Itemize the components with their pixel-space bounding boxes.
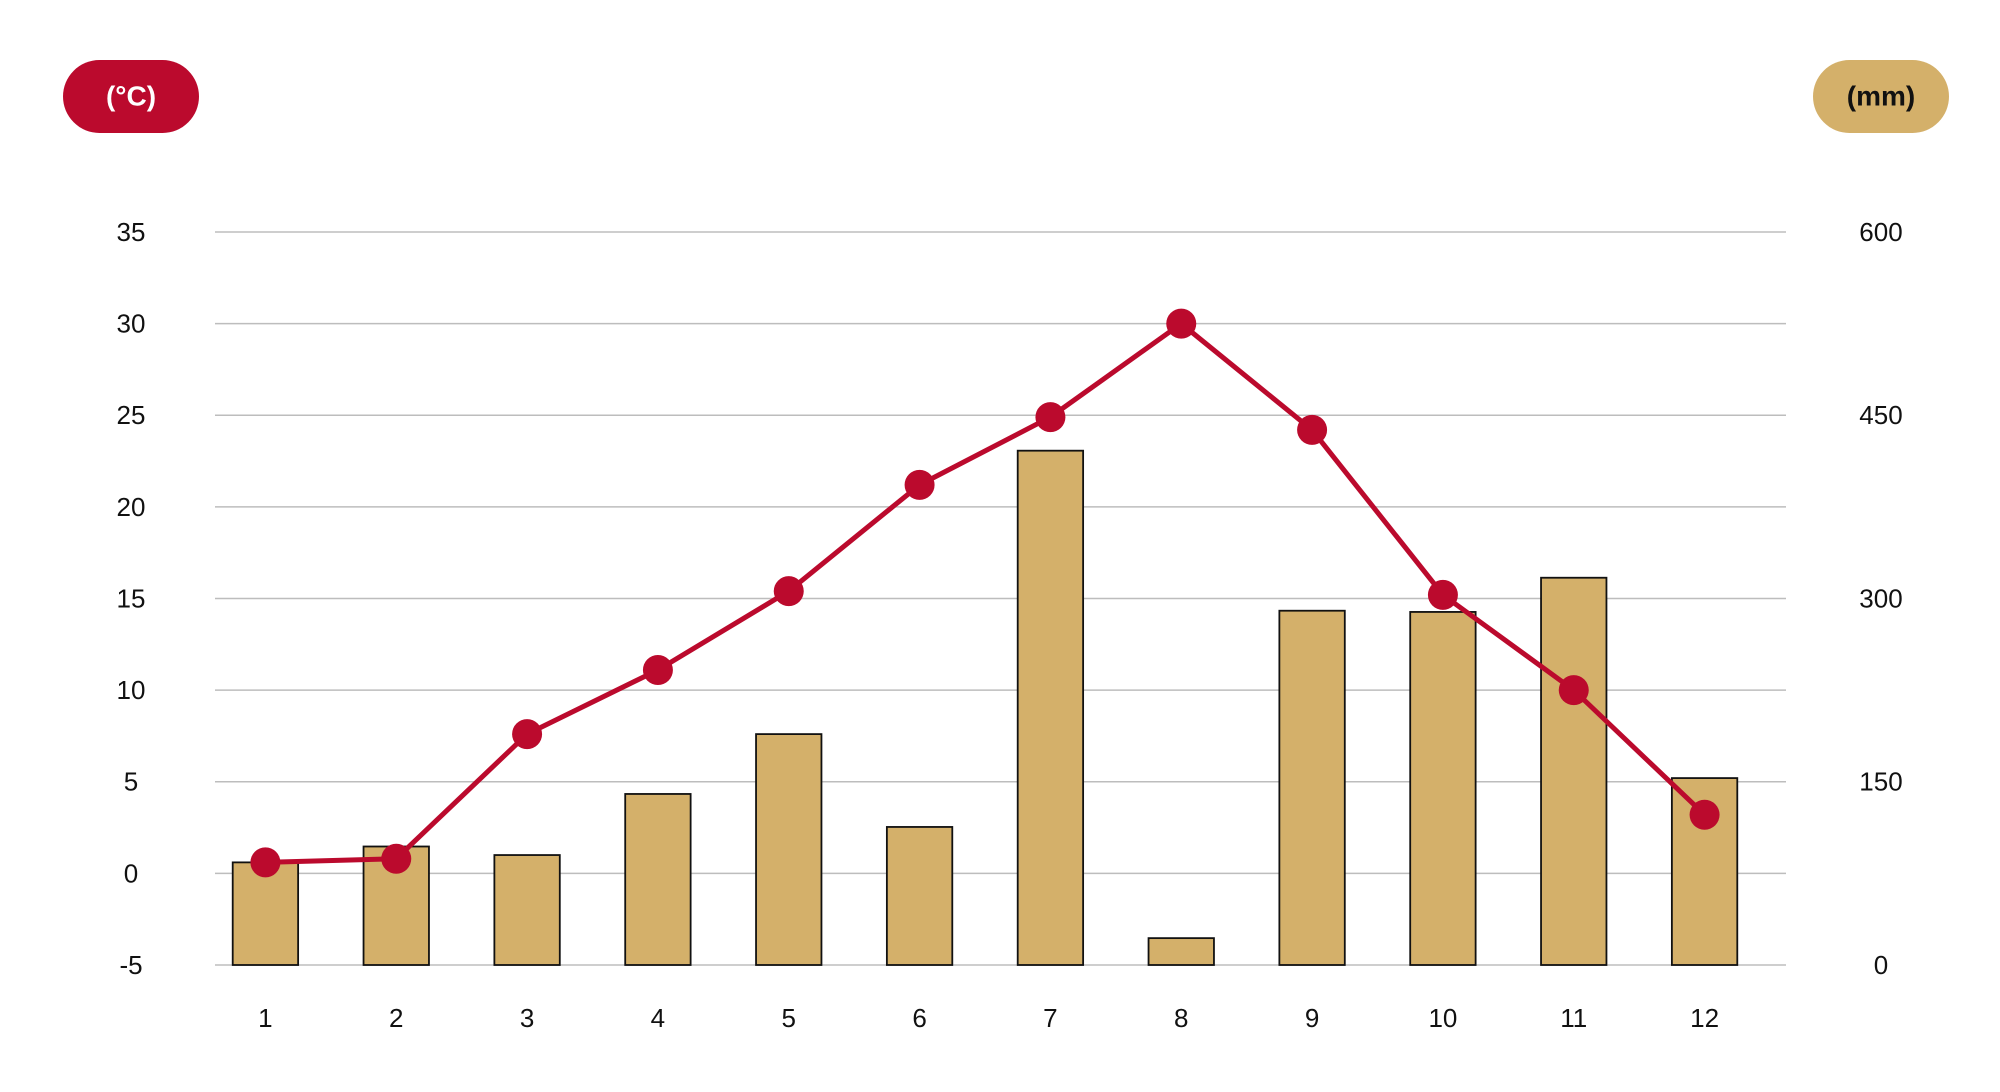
x-tick-label: 6	[912, 1003, 926, 1033]
bar	[1540, 576, 1608, 966]
y-tick-label: 25	[117, 400, 146, 430]
x-tick-label: 1	[258, 1003, 272, 1033]
x-tick-label: 5	[782, 1003, 796, 1033]
y2-unit-badge	[1813, 60, 1949, 133]
bar	[1147, 937, 1215, 966]
line-marker	[642, 654, 673, 685]
x-tick-label: 11	[1560, 1003, 1587, 1033]
line-marker	[1689, 799, 1720, 830]
y-tick-label: 35	[117, 217, 146, 247]
y2-tick-label: 600	[1859, 217, 1902, 247]
y-tick-label: 15	[117, 583, 146, 613]
y-tick-label: 20	[117, 492, 146, 522]
line-marker	[512, 719, 543, 750]
line-marker	[381, 843, 412, 874]
bar	[624, 793, 692, 966]
bar	[1016, 449, 1085, 966]
x-tick-label: 7	[1043, 1003, 1057, 1033]
bar	[755, 733, 823, 966]
x-tick-label: 3	[520, 1003, 534, 1033]
y2-axis-label: (mm)	[1847, 80, 1915, 111]
x-tick-label: 9	[1305, 1003, 1319, 1033]
x-tick-label: 10	[1428, 1003, 1457, 1033]
y2-tick-label: 450	[1859, 400, 1902, 430]
line-marker	[1035, 402, 1066, 433]
bar	[1278, 609, 1346, 966]
y-tick-label: -5	[119, 950, 142, 980]
y2-tick-label: 150	[1859, 767, 1902, 797]
line-marker	[1558, 675, 1589, 706]
bar	[885, 826, 954, 966]
x-tick-label: 2	[389, 1003, 403, 1033]
x-tick-label: 4	[651, 1003, 665, 1033]
y-tick-label: 5	[124, 767, 138, 797]
line	[265, 321, 1707, 865]
y-unit-badge	[63, 60, 199, 133]
x-tick-label: 12	[1690, 1003, 1719, 1033]
line-marker	[773, 576, 804, 607]
y-tick-label: 30	[117, 309, 146, 339]
y-axis-label: (°C)	[106, 80, 156, 111]
x-tick-label: 8	[1174, 1003, 1188, 1033]
line-marker	[1297, 414, 1328, 445]
line-marker	[1166, 308, 1197, 339]
line-marker	[250, 847, 281, 878]
bar	[231, 861, 300, 966]
line-marker	[904, 469, 935, 500]
y-tick-label: 0	[124, 858, 138, 888]
y2-tick-label: 0	[1874, 950, 1888, 980]
y-tick-label: 10	[117, 675, 146, 705]
y2-tick-label: 300	[1859, 583, 1902, 613]
bar	[493, 854, 561, 966]
line-marker	[1427, 579, 1458, 610]
bar	[1409, 611, 1477, 966]
